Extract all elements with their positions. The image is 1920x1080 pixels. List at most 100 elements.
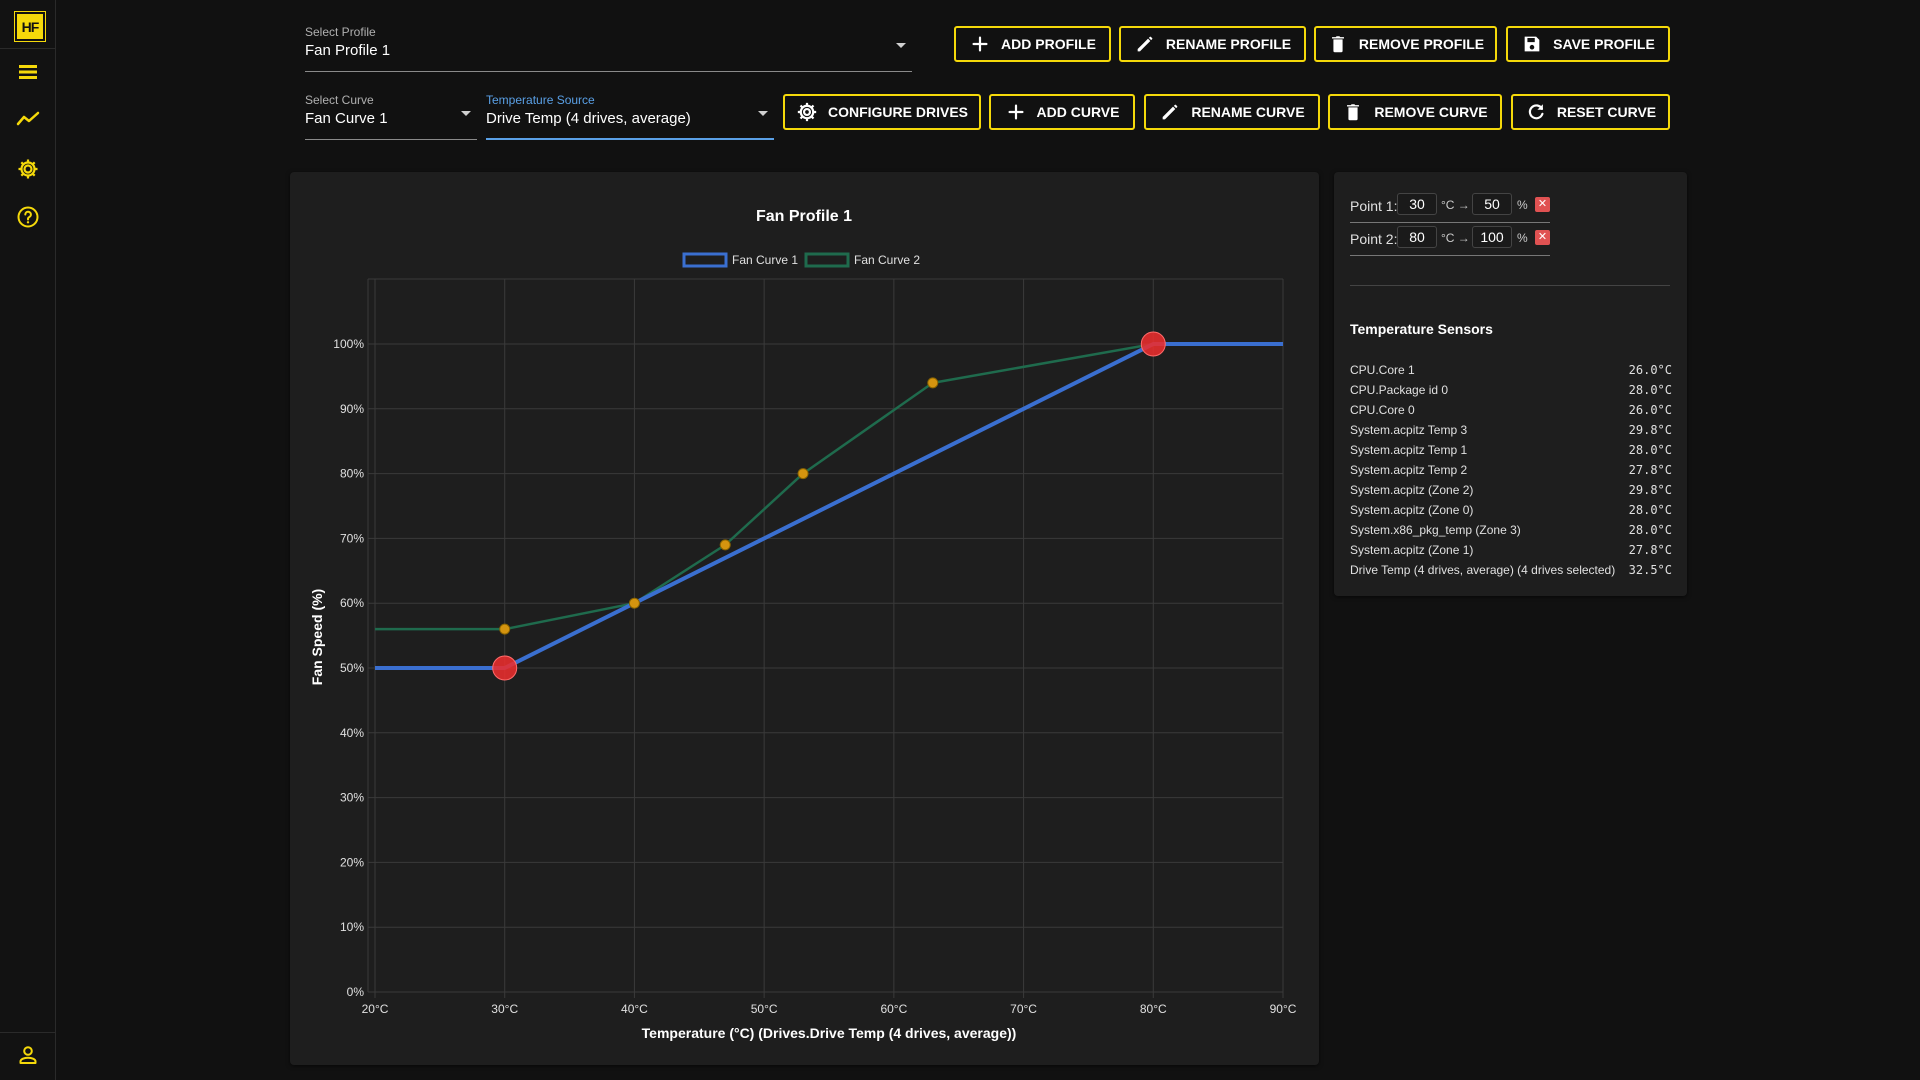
x-tick-label: 40°C xyxy=(621,1002,648,1016)
sensor-name: System.acpitz (Zone 1) xyxy=(1350,543,1474,557)
chart-title: Fan Profile 1 xyxy=(756,208,852,225)
configure-drives-button[interactable]: CONFIGURE DRIVES xyxy=(783,94,981,130)
sensor-name: System.acpitz (Zone 2) xyxy=(1350,483,1474,497)
curve-point-row: Point 2: °C →% ✕ xyxy=(1350,225,1550,256)
curve-points-panel: Point 1: °C →% ✕ Point 2: °C →% ✕ Temperature… xyxy=(1334,172,1687,596)
series-line xyxy=(375,342,1283,670)
point-temp-input[interactable] xyxy=(1397,193,1437,215)
sensor-name: CPU.Package id 0 xyxy=(1350,383,1449,397)
help-circle-icon[interactable] xyxy=(16,205,40,229)
add-profile-button[interactable]: ADD PROFILE xyxy=(954,26,1111,62)
sensor-name: System.acpitz Temp 1 xyxy=(1350,443,1468,457)
sensor-row: CPU.Core 0 26.0°C xyxy=(1350,401,1672,421)
trend-icon[interactable] xyxy=(16,107,40,131)
y-tick-label: 100% xyxy=(333,337,364,351)
remove-curve-button[interactable]: REMOVE CURVE xyxy=(1328,94,1502,130)
legend-label[interactable]: Fan Curve 1 xyxy=(732,253,798,267)
plus-icon xyxy=(972,36,988,52)
trash-icon xyxy=(1347,104,1360,121)
x-axis-label: Temperature (°C) (Drives.Drive Temp (4 d… xyxy=(642,1025,1017,1041)
user-icon[interactable] xyxy=(16,1043,40,1067)
app-logo[interactable]: HF xyxy=(15,12,45,41)
reset-curve-button[interactable]: RESET CURVE xyxy=(1511,94,1670,130)
curve-1-control-point[interactable] xyxy=(1140,331,1166,357)
sensor-name: System.acpitz Temp 3 xyxy=(1350,423,1468,437)
chevron-down-icon xyxy=(461,111,471,116)
legend-label[interactable]: Fan Curve 2 xyxy=(854,253,920,267)
temperature-sensors-title: Temperature Sensors xyxy=(1350,321,1493,337)
remove-profile-button[interactable]: REMOVE PROFILE xyxy=(1314,26,1497,62)
x-tick-label: 30°C xyxy=(491,1002,518,1016)
gear-icon[interactable] xyxy=(16,157,40,181)
temperature-source-select[interactable]: Temperature Source Drive Temp (4 drives,… xyxy=(486,93,774,140)
y-tick-label: 60% xyxy=(340,596,364,610)
fan-curve-chart[interactable]: Fan Profile 1 Fan Curve 1 Fan Curve 2 20°… xyxy=(290,172,1319,1065)
sensor-row: System.acpitz (Zone 1) 27.8°C xyxy=(1350,541,1672,561)
sensor-value: 29.8°C xyxy=(1628,483,1672,497)
panel-divider xyxy=(1350,285,1670,286)
sensor-value: 26.0°C xyxy=(1628,403,1672,417)
y-tick-label: 30% xyxy=(340,791,364,805)
curve-select-label: Select Curve xyxy=(305,93,374,107)
sensor-value: 32.5°C xyxy=(1628,563,1672,577)
list-icon[interactable] xyxy=(16,60,40,84)
point-speed-input[interactable] xyxy=(1472,193,1512,215)
curve-select-value: Fan Curve 1 xyxy=(305,110,388,127)
fan-curve-chart-card: Fan Profile 1 Fan Curve 1 Fan Curve 2 20°… xyxy=(290,172,1319,1065)
sensor-row: System.acpitz Temp 1 28.0°C xyxy=(1350,441,1672,461)
point-temp-input[interactable] xyxy=(1397,226,1437,248)
point-temp-unit: °C → xyxy=(1441,198,1470,212)
rename-profile-button[interactable]: RENAME PROFILE xyxy=(1119,26,1306,62)
sensor-value: 27.8°C xyxy=(1628,543,1672,557)
save-icon xyxy=(1524,36,1540,52)
delete-point-icon[interactable]: ✕ xyxy=(1535,197,1550,212)
sensor-row: System.acpitz (Zone 0) 28.0°C xyxy=(1350,501,1672,521)
sensor-value: 26.0°C xyxy=(1628,363,1672,377)
curve-2-control-point[interactable] xyxy=(719,539,731,551)
y-tick-label: 80% xyxy=(340,467,364,481)
x-tick-label: 20°C xyxy=(362,1002,389,1016)
curve-2-control-point[interactable] xyxy=(628,597,640,609)
legend-swatch xyxy=(682,252,728,268)
sensor-name: System.acpitz Temp 2 xyxy=(1350,463,1468,477)
y-tick-label: 40% xyxy=(340,726,364,740)
add-curve-button[interactable]: ADD CURVE xyxy=(989,94,1135,130)
point-label: Point 2: xyxy=(1350,231,1398,247)
y-tick-label: 20% xyxy=(340,855,364,869)
point-label: Point 1: xyxy=(1350,198,1398,214)
series-line xyxy=(375,342,1283,631)
sensor-name: CPU.Core 1 xyxy=(1350,363,1415,377)
rename-curve-button[interactable]: RENAME CURVE xyxy=(1144,94,1320,130)
legend-swatch xyxy=(804,252,850,268)
chevron-down-icon xyxy=(758,111,768,116)
sensor-name: System.acpitz (Zone 0) xyxy=(1350,503,1474,517)
curve-2-control-point[interactable] xyxy=(797,468,809,480)
profile-select-label: Select Profile xyxy=(305,25,376,39)
x-tick-label: 80°C xyxy=(1140,1002,1167,1016)
curve-select[interactable]: Select Curve Fan Curve 1 xyxy=(305,93,477,140)
delete-point-icon[interactable]: ✕ xyxy=(1535,230,1550,245)
trash-icon xyxy=(1331,36,1344,53)
sensor-value: 28.0°C xyxy=(1628,383,1672,397)
curve-2-control-point[interactable] xyxy=(927,377,939,389)
save-profile-button[interactable]: SAVE PROFILE xyxy=(1506,26,1670,62)
sensor-row: System.acpitz Temp 3 29.8°C xyxy=(1350,421,1672,441)
temperature-source-value: Drive Temp (4 drives, average) xyxy=(486,110,691,127)
x-tick-label: 90°C xyxy=(1270,1002,1297,1016)
x-tick-label: 60°C xyxy=(880,1002,907,1016)
pencil-icon xyxy=(1163,104,1178,120)
sensor-name: CPU.Core 0 xyxy=(1350,403,1415,417)
gear-icon xyxy=(797,102,817,122)
y-tick-label: 90% xyxy=(340,402,364,416)
sensor-value: 27.8°C xyxy=(1628,463,1672,477)
point-speed-input[interactable] xyxy=(1472,226,1512,248)
curve-2-control-point[interactable] xyxy=(499,623,511,635)
sensor-name: System.x86_pkg_temp (Zone 3) xyxy=(1350,523,1521,537)
y-axis-label: Fan Speed (%) xyxy=(309,589,325,685)
sensor-value: 28.0°C xyxy=(1628,503,1672,517)
y-tick-label: 70% xyxy=(340,531,364,545)
point-speed-unit: % xyxy=(1517,231,1528,245)
profile-select[interactable]: Select Profile Fan Profile 1 xyxy=(305,25,912,72)
curve-1-control-point[interactable] xyxy=(492,655,518,681)
curve-point-row: Point 1: °C →% ✕ xyxy=(1350,192,1550,223)
